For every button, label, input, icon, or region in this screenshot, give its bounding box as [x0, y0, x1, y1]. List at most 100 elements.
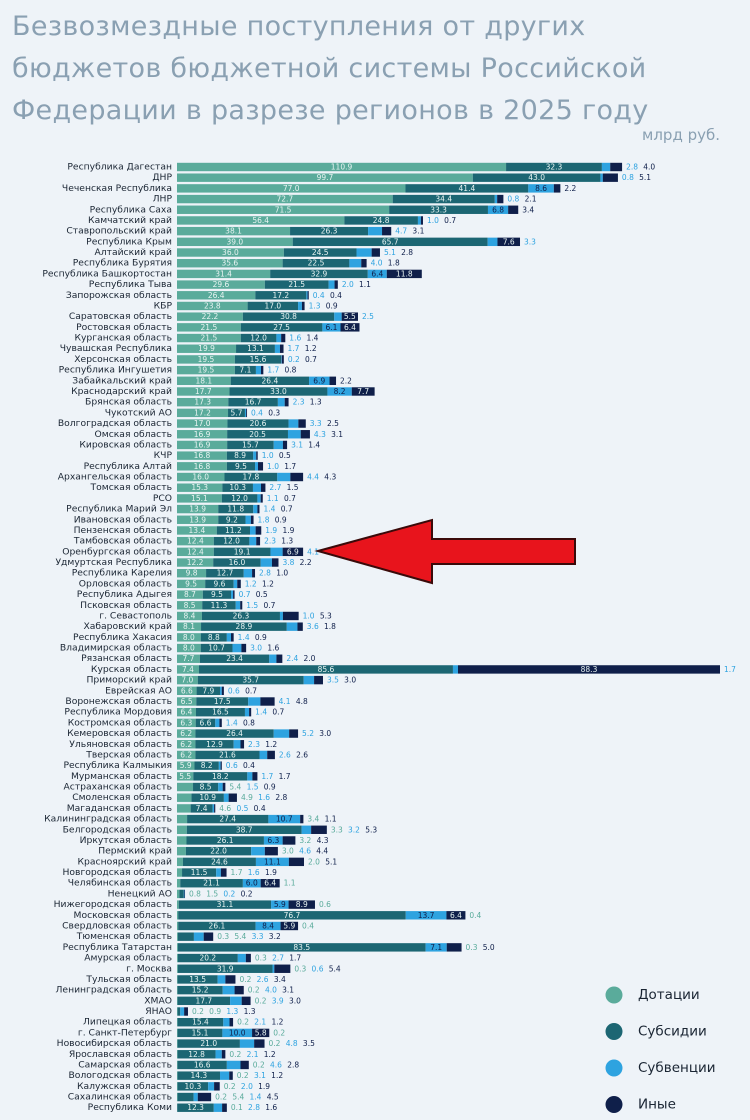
- value-label: 19.1: [234, 547, 251, 556]
- bar-segment: [177, 547, 214, 557]
- bar-segment: [272, 964, 275, 973]
- value-label: 22.5: [308, 259, 325, 268]
- bar-segment: [282, 836, 296, 845]
- category-label: Республика Крым: [86, 236, 172, 247]
- bar-segment: [177, 697, 197, 706]
- value-label: 1.9: [265, 526, 277, 535]
- bar-segment: [220, 686, 222, 696]
- value-label: 21.5: [201, 334, 218, 343]
- legend-swatch: [605, 1023, 623, 1040]
- bar-segment: [252, 483, 261, 492]
- value-label: 10.7: [276, 815, 293, 824]
- bar-segment: [237, 579, 241, 589]
- value-label: 1.3: [309, 301, 321, 310]
- value-label: 0.4: [251, 408, 263, 417]
- category-label: Кировская область: [79, 439, 172, 450]
- arrow: [314, 518, 576, 585]
- value-label: 38.1: [225, 227, 242, 236]
- value-label: 77.0: [283, 184, 300, 193]
- category-label: Ростовская область: [76, 322, 172, 333]
- bar-segment: [177, 504, 219, 514]
- value-label: 0.6: [228, 686, 240, 695]
- bar-segment: [177, 173, 473, 182]
- value-label: 18.1: [196, 376, 213, 385]
- category-label: Иркутская область: [80, 835, 172, 846]
- category-label: Магаданская область: [67, 803, 172, 814]
- value-label: 1.0: [303, 611, 315, 620]
- bar-segment: [227, 419, 289, 428]
- bar-segment: [242, 879, 261, 888]
- bar-segment: [177, 761, 195, 770]
- category-label: Мурманская область: [71, 771, 172, 782]
- bar-segment: [233, 579, 238, 589]
- category-label: Кемеровская область: [67, 728, 172, 739]
- value-label: 88.3: [581, 665, 598, 674]
- value-label: 0.2: [255, 996, 267, 1005]
- value-label: 10.9: [199, 793, 216, 802]
- value-label: 26.3: [321, 227, 338, 236]
- bar-segment: [279, 611, 283, 621]
- bar-segment: [307, 291, 309, 300]
- value-label: 1.8: [258, 515, 270, 524]
- value-label: 6.8: [492, 205, 504, 214]
- category-label: Республика Адыгея: [77, 589, 172, 600]
- bar-segment: [276, 654, 283, 663]
- bar-segment: [190, 804, 213, 813]
- bar-segment: [314, 675, 323, 685]
- value-label: 12.0: [231, 494, 248, 503]
- category-label: г. Москва: [126, 963, 172, 974]
- bar-segment: [177, 975, 178, 984]
- value-label: 3.3: [310, 419, 322, 428]
- bar-segment: [280, 921, 299, 931]
- value-label: 26.4: [226, 729, 243, 738]
- value-label: 31.1: [217, 900, 234, 909]
- bar-segment: [245, 953, 251, 963]
- category-label: Республика Башкортостан: [42, 268, 172, 279]
- bar-segment: [177, 1092, 178, 1102]
- value-label: 7.7: [182, 654, 194, 663]
- bar-segment: [252, 569, 256, 578]
- value-label: 2.7: [269, 483, 281, 492]
- value-label: 17.3: [194, 398, 211, 407]
- value-label: 2.0: [304, 654, 316, 663]
- bar-segment: [177, 280, 265, 289]
- value-label: 12.2: [187, 558, 204, 567]
- value-label: 10.3: [185, 1082, 202, 1091]
- bar-segment: [177, 333, 241, 343]
- bar-segment: [199, 654, 270, 663]
- bar-segment: [177, 1007, 178, 1016]
- category-label: Чукотский АО: [105, 407, 172, 418]
- value-label: 0.7: [284, 494, 296, 503]
- bar-segment: [177, 387, 230, 396]
- value-label: 1.7: [284, 462, 296, 471]
- value-label: 3.1: [254, 1071, 266, 1080]
- bar-segment: [309, 376, 330, 385]
- value-label: 2.5: [362, 312, 374, 321]
- bar-segment: [255, 462, 259, 471]
- value-label: 15.1: [191, 494, 208, 503]
- value-label: 0.8: [243, 718, 255, 727]
- value-label: 3.6: [307, 622, 319, 631]
- category-label: Республика Марий Эл: [66, 504, 172, 515]
- value-label: 21.0: [200, 1039, 217, 1048]
- bar-segment: [177, 943, 426, 952]
- category-label: Рязанская область: [81, 653, 172, 664]
- value-label: 1.0: [267, 462, 279, 471]
- value-label: 1.0: [262, 451, 274, 460]
- bar-segment: [231, 590, 234, 599]
- bar-segment: [226, 1060, 241, 1070]
- bar-segment: [288, 419, 299, 428]
- value-label: 6.4: [450, 911, 462, 920]
- bar-segment: [228, 397, 278, 407]
- bar-segment: [177, 921, 179, 931]
- value-label: 83.5: [293, 943, 310, 952]
- value-label: 0.1: [231, 1103, 243, 1112]
- value-label: 5.1: [325, 857, 337, 866]
- bar-segment: [177, 953, 238, 963]
- value-label: 14.3: [190, 1071, 207, 1080]
- value-label: 0.4: [243, 761, 255, 770]
- bar-segment: [177, 601, 203, 610]
- value-label: 11.2: [225, 526, 242, 535]
- bar-segment: [182, 857, 256, 867]
- value-label: 5.2: [302, 729, 314, 738]
